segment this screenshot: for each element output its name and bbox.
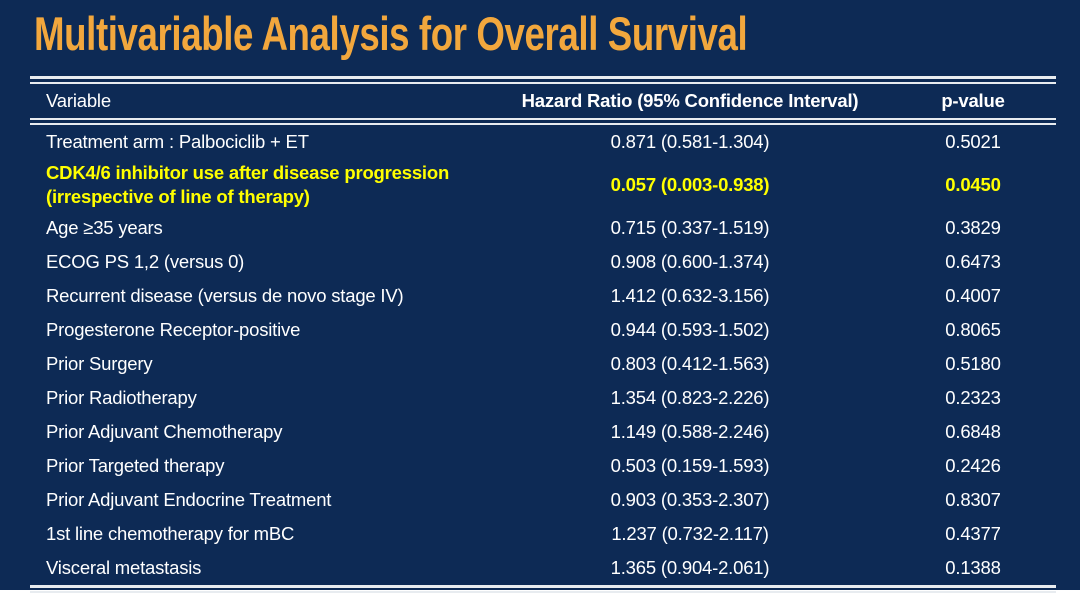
- p-value-cell: 0.4007: [945, 285, 1001, 306]
- table-row: Prior Targeted therapy 0.503 (0.159-1.593…: [30, 449, 1056, 483]
- table-row: Prior Radiotherapy 1.354 (0.823-2.226) 0.2…: [30, 381, 1056, 415]
- hazard-ratio-cell: 0.944 (0.593-1.502): [610, 319, 770, 340]
- multivariable-analysis-table: Variable Hazard Ratio (95% Confidence In…: [30, 76, 1056, 593]
- table-row: Progesterone Receptor-positive 0.944 (0.5…: [30, 313, 1056, 347]
- variable-cell: CDK4/6 inhibitor use after disease progr…: [46, 161, 450, 207]
- header-variable: Variable: [46, 89, 111, 111]
- variable-cell: Progesterone Receptor-positive: [46, 318, 301, 340]
- table-bottom-rule: [30, 585, 1056, 593]
- p-value-cell: 0.0450: [945, 174, 1001, 195]
- table-row: Prior Surgery 0.803 (0.412-1.563) 0.5180: [30, 347, 1056, 381]
- variable-cell: ECOG PS 1,2 (versus 0): [46, 250, 245, 272]
- hazard-ratio-cell: 1.237 (0.732-2.117): [611, 523, 769, 544]
- table-row: Visceral metastasis 1.365 (0.904-2.061) 0.…: [30, 551, 1056, 585]
- hazard-ratio-cell: 0.903 (0.353-2.307): [610, 489, 770, 510]
- table-row: CDK4/6 inhibitor use after disease progr…: [30, 159, 1056, 211]
- p-value-cell: 0.2426: [945, 455, 1001, 476]
- variable-cell: 1st line chemotherapy for mBC: [46, 522, 295, 544]
- variable-cell: Treatment arm : Palbociclib + ET: [46, 130, 309, 152]
- hazard-ratio-cell: 1.149 (0.588-2.246): [610, 421, 770, 442]
- variable-cell: Age ≥35 years: [46, 216, 163, 238]
- p-value-cell: 0.3829: [945, 217, 1001, 238]
- p-value-cell: 0.8307: [945, 489, 1001, 510]
- table-row: Age ≥35 years 0.715 (0.337-1.519) 0.3829: [30, 211, 1056, 245]
- page-title: Multivariable Analysis for Overall Survi…: [34, 7, 748, 60]
- p-value-cell: 0.2323: [945, 387, 1001, 408]
- p-value-cell: 0.1388: [945, 557, 1001, 578]
- p-value-cell: 0.4377: [945, 523, 1001, 544]
- variable-cell: Prior Adjuvant Endocrine Treatment: [46, 488, 332, 510]
- variable-cell: Prior Adjuvant Chemotherapy: [46, 420, 283, 442]
- p-value-cell: 0.6473: [945, 251, 1001, 272]
- variable-cell: Prior Targeted therapy: [46, 454, 225, 476]
- table-header-row: Variable Hazard Ratio (95% Confidence In…: [30, 84, 1056, 118]
- hazard-ratio-cell: 1.412 (0.632-3.156): [610, 285, 770, 306]
- table-row: ECOG PS 1,2 (versus 0) 0.908 (0.600-1.374…: [30, 245, 1056, 279]
- hazard-ratio-cell: 0.871 (0.581-1.304): [610, 131, 770, 152]
- hazard-ratio-cell: 0.503 (0.159-1.593): [610, 455, 770, 476]
- header-p-value: p-value: [941, 90, 1005, 111]
- table-body: Treatment arm : Palbociclib + ET 0.871 (0…: [30, 125, 1056, 585]
- table-row: Prior Adjuvant Chemotherapy 1.149 (0.588-…: [30, 415, 1056, 449]
- variable-cell: Prior Radiotherapy: [46, 386, 197, 408]
- p-value-cell: 0.8065: [945, 319, 1001, 340]
- hazard-ratio-cell: 0.908 (0.600-1.374): [610, 251, 770, 272]
- hazard-ratio-cell: 1.365 (0.904-2.061): [610, 557, 770, 578]
- hazard-ratio-cell: 0.715 (0.337-1.519): [610, 217, 770, 238]
- header-hazard-ratio: Hazard Ratio (95% Confidence Interval): [521, 90, 859, 111]
- p-value-cell: 0.6848: [945, 421, 1001, 442]
- table-row: Recurrent disease (versus de novo stage …: [30, 279, 1056, 313]
- variable-cell: Prior Surgery: [46, 352, 153, 374]
- hazard-ratio-cell: 0.803 (0.412-1.563): [610, 353, 770, 374]
- p-value-cell: 0.5021: [945, 131, 1001, 152]
- variable-cell: Recurrent disease (versus de novo stage …: [46, 284, 404, 306]
- p-value-cell: 0.5180: [945, 353, 1001, 374]
- hazard-ratio-cell: 0.057 (0.003-0.938): [610, 174, 770, 195]
- table-top-rule: [30, 76, 1056, 84]
- hazard-ratio-cell: 1.354 (0.823-2.226): [610, 387, 770, 408]
- header-bottom-rule: [30, 118, 1056, 125]
- variable-cell: Visceral metastasis: [46, 556, 202, 578]
- table-row: 1st line chemotherapy for mBC 1.237 (0.73…: [30, 517, 1056, 551]
- table-row: Prior Adjuvant Endocrine Treatment 0.903 …: [30, 483, 1056, 517]
- table-row: Treatment arm : Palbociclib + ET 0.871 (0…: [30, 125, 1056, 159]
